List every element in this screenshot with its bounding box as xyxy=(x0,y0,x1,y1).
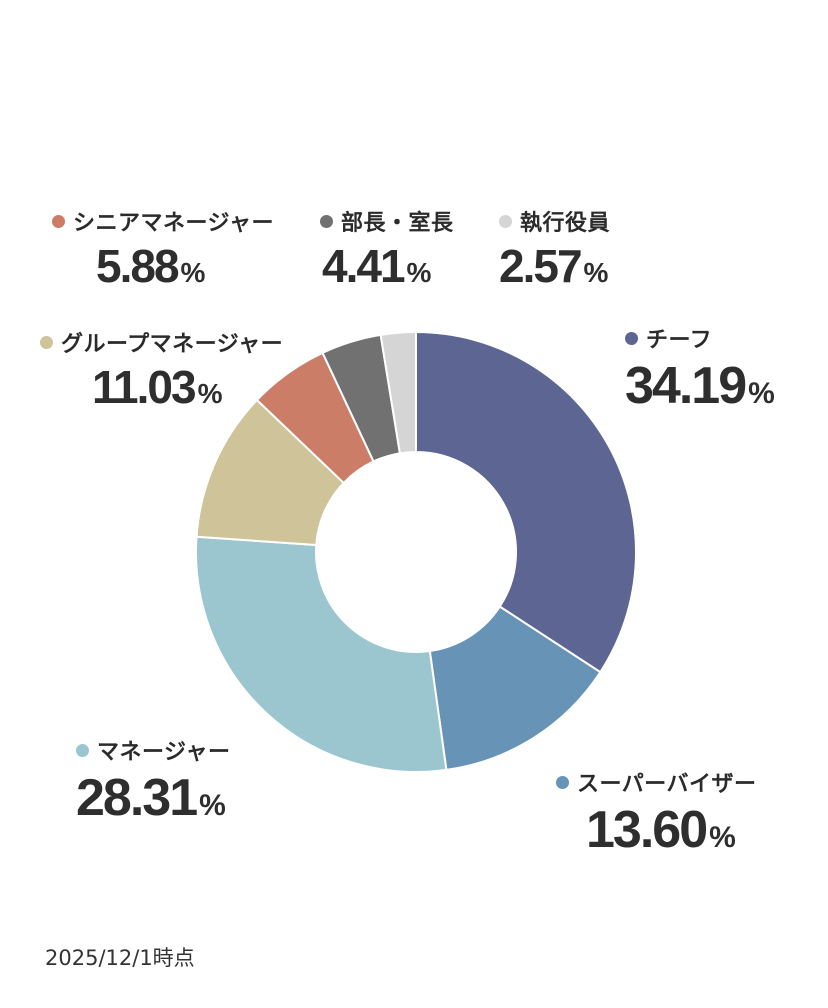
label-supervisor: スーパーバイザー 13.60% xyxy=(556,766,757,856)
label-manager: マネージャー 28.31% xyxy=(76,734,230,824)
unit-percent: % xyxy=(197,378,223,409)
as-of-date-note: 2025/12/1時点 xyxy=(45,946,195,970)
legend-dot-supervisor xyxy=(556,775,569,789)
slice-value-supervisor: 13.60 xyxy=(586,801,708,859)
unit-percent: % xyxy=(180,257,206,288)
slice-name-senior-manager: シニアマネージャー xyxy=(73,211,274,236)
label-group-manager: グループマネージャー 11.03% xyxy=(40,326,283,410)
slice-value-group-manager: 11.03 xyxy=(92,361,197,413)
slice-value-manager: 28.31 xyxy=(76,769,198,827)
slice-value-director: 4.41 xyxy=(322,240,406,292)
slice-name-manager: マネージャー xyxy=(97,740,231,765)
unit-percent: % xyxy=(583,257,609,288)
slice-name-group-manager: グループマネージャー xyxy=(61,332,284,357)
unit-percent: % xyxy=(748,377,775,410)
slice-chief xyxy=(415,330,637,674)
legend-dot-director xyxy=(320,214,333,228)
slice-value-chief: 34.19 xyxy=(625,357,747,415)
legend-dot-chief xyxy=(625,331,638,345)
slice-value-executive-officer: 2.57 xyxy=(499,240,583,292)
label-director: 部長・室長 4.41% xyxy=(320,205,454,289)
slice-name-director: 部長・室長 xyxy=(341,211,454,236)
legend-dot-group-manager xyxy=(40,335,53,349)
slice-executive-officer xyxy=(379,330,417,455)
slice-name-chief: チーフ xyxy=(646,328,713,353)
slice-name-executive-officer: 執行役員 xyxy=(520,211,611,236)
slice-supervisor xyxy=(428,605,602,772)
slice-manager xyxy=(195,535,448,773)
legend-dot-senior-manager xyxy=(52,214,65,228)
legend-dot-manager xyxy=(76,743,89,757)
label-executive-officer: 執行役員 2.57% xyxy=(499,205,610,289)
legend-dot-executive-officer xyxy=(499,214,512,228)
slice-name-supervisor: スーパーバイザー xyxy=(577,772,757,797)
unit-percent: % xyxy=(199,789,226,822)
label-senior-manager: シニアマネージャー 5.88% xyxy=(52,205,274,289)
slice-value-senior-manager: 5.88 xyxy=(96,240,180,292)
unit-percent: % xyxy=(406,257,432,288)
label-chief: チーフ 34.19% xyxy=(625,322,775,412)
unit-percent: % xyxy=(709,821,736,854)
